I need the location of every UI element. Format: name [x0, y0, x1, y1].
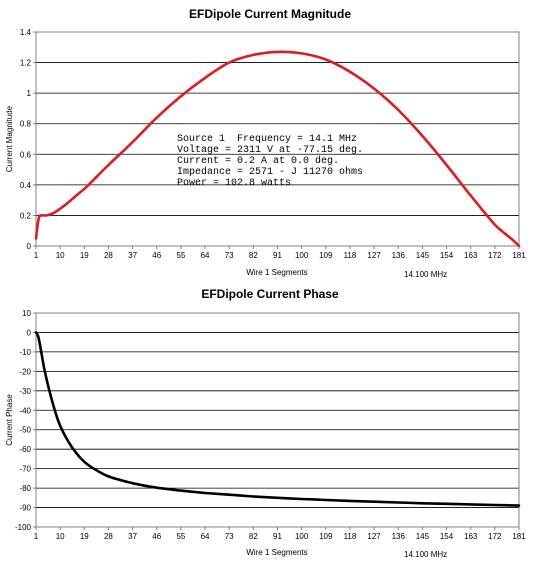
x-tick-label: 100: [295, 532, 309, 541]
x-tick-label: 91: [273, 532, 282, 541]
phase-frequency-note: 14.100 MHz: [404, 550, 447, 559]
annotation-line-5: Power = 102.8 watts: [177, 178, 291, 189]
x-tick-label: 136: [392, 532, 406, 541]
y-tick-label: -20: [19, 367, 31, 376]
magnitude-x-axis-label: Wire 1 Segments: [246, 268, 307, 277]
x-tick-label: 127: [367, 532, 381, 541]
y-tick-label: 0: [27, 242, 32, 251]
x-tick-label: 154: [440, 251, 454, 260]
y-tick-label: 0.2: [20, 211, 32, 220]
x-tick-label: 100: [295, 251, 309, 260]
x-tick-label: 136: [392, 251, 406, 260]
x-tick-label: 46: [152, 532, 161, 541]
magnitude-series: [34, 50, 521, 248]
phase-chart: EFDipole Current Phase 100-10-20-30-40-5…: [5, 287, 526, 559]
phase-plot-area: [35, 312, 520, 528]
y-tick-label: 0.6: [20, 150, 32, 159]
phase-x-axis-label: Wire 1 Segments: [246, 548, 307, 557]
x-tick-label: 73: [225, 532, 234, 541]
x-tick-label: 10: [56, 251, 65, 260]
x-tick-label: 145: [416, 251, 430, 260]
y-tick-label: 0: [27, 328, 32, 337]
magnitude-x-ticks: 1 10 19 28 37 46 55 64 73 82 91 100 109 118 127 136 145 1…: [34, 246, 526, 260]
phase-series: [34, 331, 521, 507]
series-line: [34, 50, 521, 248]
y-tick-label: -70: [19, 465, 31, 474]
magnitude-chart-title: EFDipole Current Magnitude: [189, 7, 351, 21]
x-tick-label: 19: [80, 251, 89, 260]
x-tick-label: 46: [152, 251, 161, 260]
x-tick-label: 28: [104, 251, 113, 260]
annotation-line-1: Source 1 Frequency = 14.1 MHz: [177, 134, 357, 145]
y-tick-label: 1.2: [20, 59, 32, 68]
x-tick-label: 181: [512, 532, 526, 541]
y-tick-label: 10: [22, 309, 31, 318]
x-tick-label: 154: [440, 532, 454, 541]
y-tick-label: -80: [19, 484, 31, 493]
x-tick-label: 19: [80, 532, 89, 541]
y-tick-label: 0.8: [20, 120, 32, 129]
series-line: [34, 331, 521, 507]
x-tick-label: 127: [367, 251, 381, 260]
x-tick-label: 1: [34, 251, 39, 260]
y-tick-label: -60: [19, 445, 31, 454]
y-tick-label: 1: [27, 89, 32, 98]
magnitude-y-axis-label: Current Magnitude: [5, 105, 14, 172]
x-tick-label: 163: [464, 251, 478, 260]
x-tick-label: 55: [176, 532, 185, 541]
y-tick-label: 1.4: [20, 28, 32, 37]
phase-y-ticks: 10 0 -10 -20 -30 -40 -50 -60 -70 -80 -90 -100: [15, 309, 32, 532]
y-tick-label: -90: [19, 504, 31, 513]
source-annotation: Source 1 Frequency = 14.1 MHz Voltage = …: [177, 134, 363, 189]
x-tick-label: 64: [201, 532, 210, 541]
x-tick-label: 91: [273, 251, 282, 260]
magnitude-gridlines: [33, 31, 519, 247]
annotation-line-3: Current = 0.2 A at 0.0 deg.: [177, 155, 339, 167]
phase-chart-title: EFDipole Current Phase: [201, 287, 339, 301]
x-tick-label: 118: [344, 532, 357, 541]
magnitude-frequency-note: 14.100 MHz: [404, 270, 447, 279]
x-tick-label: 109: [319, 532, 333, 541]
phase-x-ticks: 1 10 19 28 37 46 55 64 73 82 91 100 109 118 127 136 145 1…: [34, 527, 526, 541]
x-tick-label: 118: [344, 251, 357, 260]
x-tick-label: 163: [464, 532, 478, 541]
y-tick-label: 0.4: [20, 181, 32, 190]
y-tick-label: -10: [19, 348, 31, 357]
x-tick-label: 37: [128, 251, 137, 260]
x-tick-label: 82: [249, 251, 258, 260]
annotation-line-2: Voltage = 2311 V at -77.15 deg.: [177, 144, 363, 156]
y-tick-label: -50: [19, 426, 31, 435]
y-tick-label: -30: [19, 387, 31, 396]
x-tick-label: 28: [104, 532, 113, 541]
x-tick-label: 37: [128, 532, 137, 541]
y-tick-label: -40: [19, 406, 31, 415]
phase-y-axis-label: Current Phase: [5, 394, 14, 446]
phase-gridlines: [33, 312, 519, 528]
x-tick-label: 172: [488, 532, 502, 541]
x-tick-label: 1: [34, 532, 39, 541]
annotation-line-4: Impedance = 2571 - J 11270 ohms: [177, 166, 363, 178]
x-tick-label: 181: [512, 251, 526, 260]
magnitude-y-ticks: 0 0.2 0.4 0.6 0.8 1 1.2 1.4: [20, 28, 32, 251]
magnitude-chart: EFDipole Current Magnitude 0 0.2 0.4 0.6 0.8…: [5, 7, 526, 279]
x-tick-label: 82: [249, 532, 258, 541]
x-tick-label: 172: [488, 251, 502, 260]
x-tick-label: 10: [56, 532, 65, 541]
x-tick-label: 55: [176, 251, 185, 260]
x-tick-label: 145: [416, 532, 430, 541]
y-tick-label: -100: [15, 523, 32, 532]
x-tick-label: 109: [319, 251, 333, 260]
x-tick-label: 64: [201, 251, 210, 260]
x-tick-label: 73: [225, 251, 234, 260]
